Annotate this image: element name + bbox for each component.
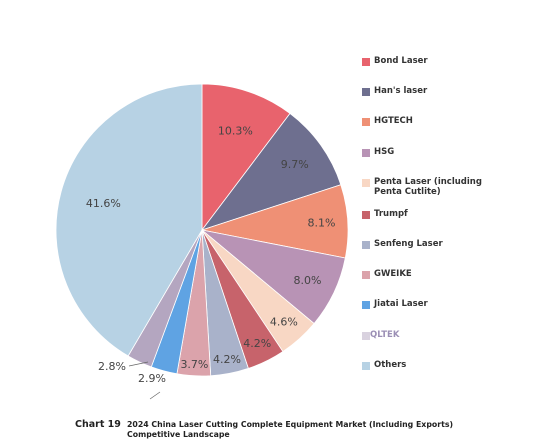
legend-swatch <box>362 210 370 219</box>
legend-item-others: Others <box>362 360 542 390</box>
legend-item-han-s-laser: Han's laser <box>362 86 542 116</box>
legend-swatch <box>362 240 370 249</box>
data-label-hgtech: 8.1% <box>308 217 336 230</box>
legend-item-gweike: GWEIKE <box>362 269 542 299</box>
legend: Bond Laser Han's laser HGTECH HSG Penta Lase… <box>362 56 542 390</box>
legend-swatch <box>362 301 370 310</box>
legend-label: GWEIKE <box>374 269 412 280</box>
data-label-trumpf: 4.2% <box>243 337 271 350</box>
legend-item-senfeng-laser: Senfeng Laser <box>362 239 542 269</box>
legend-item-trumpf: Trumpf <box>362 209 542 239</box>
legend-swatch <box>362 118 370 127</box>
legend-swatch <box>362 58 370 66</box>
legend-label: HSG <box>374 146 395 157</box>
legend-item-hsg: HSG <box>362 147 542 177</box>
legend-item-penta-laser-including-penta-cutlite: Penta Laser (including Penta Cutlite) <box>362 177 542 209</box>
legend-label: Trumpf <box>374 208 408 219</box>
chart-number: Chart 19 <box>75 419 121 430</box>
legend-item-jiatai-laser: Jiatai Laser <box>362 299 542 329</box>
legend-label: Senfeng Laser <box>374 238 443 249</box>
legend-item-bond-laser: Bond Laser <box>362 56 542 86</box>
legend-label: Jiatai Laser <box>374 299 428 310</box>
pie-slice-han-s-laser <box>200 112 342 231</box>
leader-line-qltek <box>128 361 149 367</box>
pie-slices <box>55 83 349 377</box>
legend-label: Others <box>374 359 407 370</box>
data-label-penta-laser-including-penta-cutlite: 4.6% <box>270 315 298 328</box>
data-label-others: 41.6% <box>86 197 121 210</box>
leader-lines <box>128 361 161 400</box>
legend-swatch <box>362 331 370 340</box>
legend-swatch <box>362 88 370 97</box>
legend-label: Han's laser <box>374 86 428 97</box>
pie-data-labels: 10.3% 9.7% 8.1% 8.0% 4.6% 4.2%4.2% 3.7% 2.9% 2.8… <box>86 124 336 385</box>
pie-slice-bond-laser <box>201 83 291 232</box>
legend-item-hgtech: HGTECH <box>362 116 542 146</box>
legend-swatch <box>362 271 370 280</box>
legend-label: Bond Laser <box>374 56 428 66</box>
data-label-bond-laser: 10.3% <box>218 124 253 137</box>
leader-line-jiatai-laser <box>149 391 161 400</box>
legend-label: Penta Laser (including Penta Cutlite) <box>374 176 482 197</box>
legend-label: QLTEK <box>370 329 400 340</box>
data-label-gweike: 3.7% <box>180 358 208 371</box>
data-label-han-s-laser: 9.7% <box>281 158 309 171</box>
legend-swatch <box>362 361 370 370</box>
chart-title: 2024 China Laser Cutting Complete Equipm… <box>127 420 454 439</box>
data-label-hsg: 8.0% <box>293 274 321 287</box>
legend-swatch <box>362 148 370 157</box>
data-label-senfeng-laser: 4.2% <box>213 353 241 366</box>
legend-swatch <box>362 178 370 187</box>
pie-slice-others <box>55 83 203 357</box>
legend-item-qltek: QLTEK <box>362 330 542 360</box>
data-label-jiatai-laser: 2.9% <box>138 372 166 385</box>
legend-label: HGTECH <box>374 116 413 127</box>
data-label-qltek: 2.8% <box>98 360 126 373</box>
